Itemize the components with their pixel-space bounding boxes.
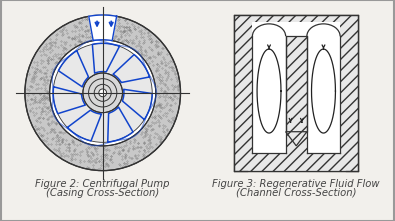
Bar [307, 36, 340, 153]
Text: (Casing Cross-Section): (Casing Cross-Section) [46, 188, 159, 198]
Bar [286, 36, 307, 132]
Text: Figure 3: Regenerative Fluid Flow: Figure 3: Regenerative Fluid Flow [213, 179, 380, 189]
Circle shape [53, 43, 152, 142]
Circle shape [25, 15, 181, 171]
Text: Figure 2: Centrifugal Pump: Figure 2: Centrifugal Pump [36, 179, 170, 189]
Bar [234, 15, 359, 171]
Bar [252, 22, 340, 36]
Bar [234, 15, 359, 171]
Polygon shape [286, 132, 307, 146]
Circle shape [83, 73, 122, 113]
Circle shape [99, 89, 107, 97]
Text: (Channel Cross-Section): (Channel Cross-Section) [236, 188, 357, 198]
Circle shape [50, 40, 156, 146]
Polygon shape [89, 15, 117, 41]
Bar [252, 36, 286, 153]
Bar [234, 15, 359, 171]
